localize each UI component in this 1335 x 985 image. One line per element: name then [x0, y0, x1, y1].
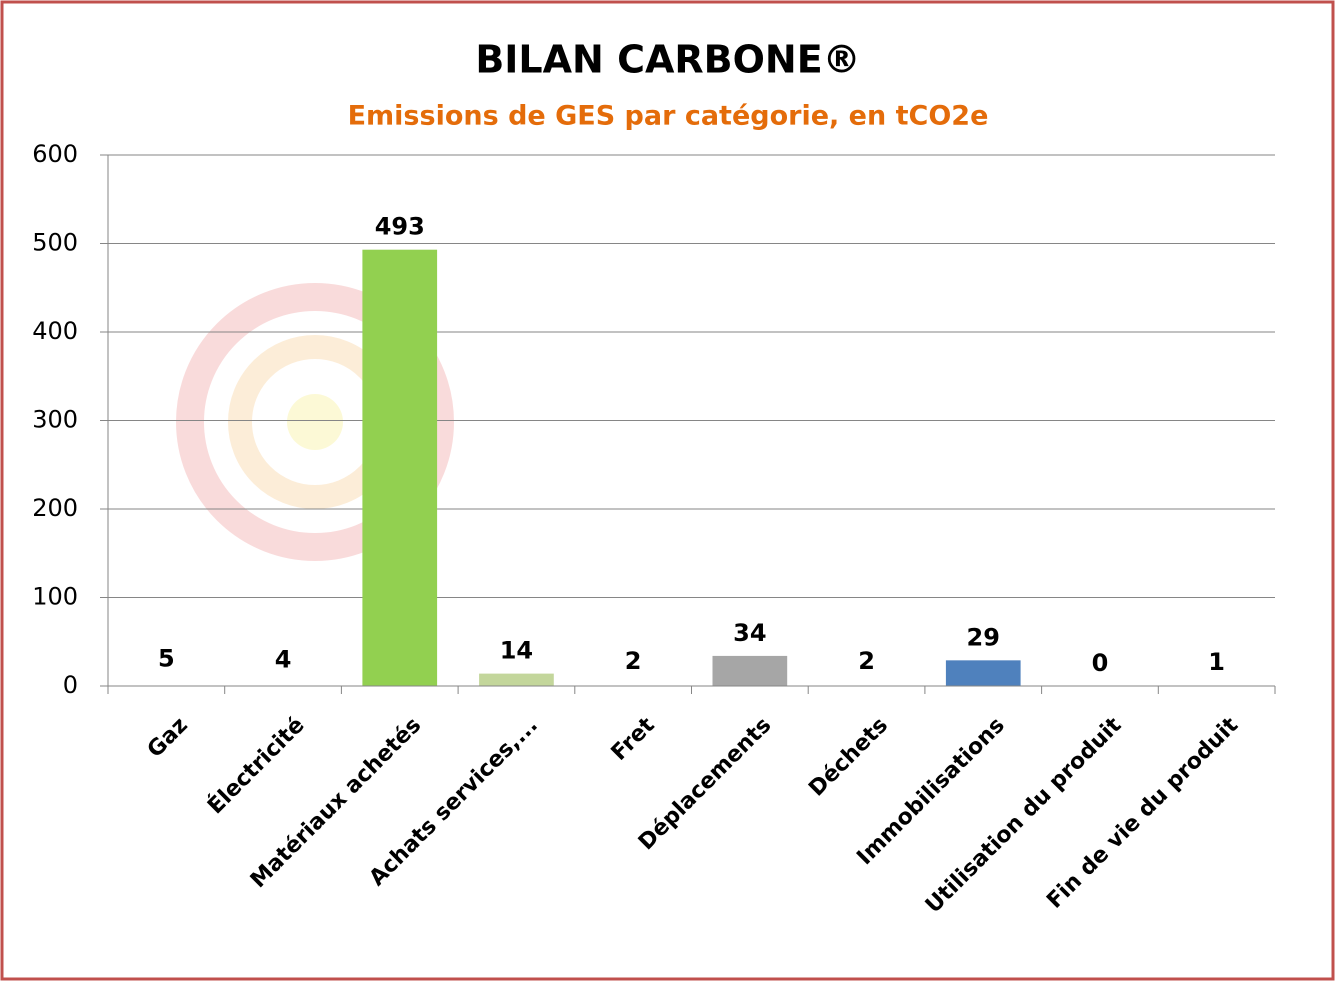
- bar: [362, 249, 438, 686]
- y-tick-label: 200: [32, 494, 78, 522]
- data-label: 2: [625, 647, 642, 675]
- y-tick-label: 100: [32, 583, 78, 611]
- y-tick-label: 600: [32, 140, 78, 168]
- data-label: 493: [375, 213, 425, 241]
- bar: [712, 655, 788, 686]
- y-tick-label: 0: [63, 671, 78, 699]
- data-label: 1: [1208, 648, 1225, 676]
- bar: [479, 673, 554, 686]
- data-label: 2: [858, 647, 875, 675]
- y-tick-label: 500: [32, 229, 78, 257]
- chart-subtitle: Emissions de GES par catégorie, en tCO2e: [348, 101, 989, 132]
- bar: [945, 660, 1021, 686]
- data-label: 29: [967, 623, 1000, 651]
- data-label: 4: [275, 645, 292, 673]
- bar: [829, 684, 904, 686]
- bar: [245, 682, 321, 686]
- y-tick-label: 400: [32, 317, 78, 345]
- chart-title: BILAN CARBONE®: [475, 38, 860, 82]
- y-tick-label: 300: [32, 406, 78, 434]
- data-label: 5: [158, 645, 175, 673]
- bar: [595, 684, 671, 686]
- data-label: 14: [500, 637, 533, 665]
- data-label: 0: [1092, 649, 1109, 677]
- data-label: 34: [733, 619, 766, 647]
- bar: [129, 681, 204, 686]
